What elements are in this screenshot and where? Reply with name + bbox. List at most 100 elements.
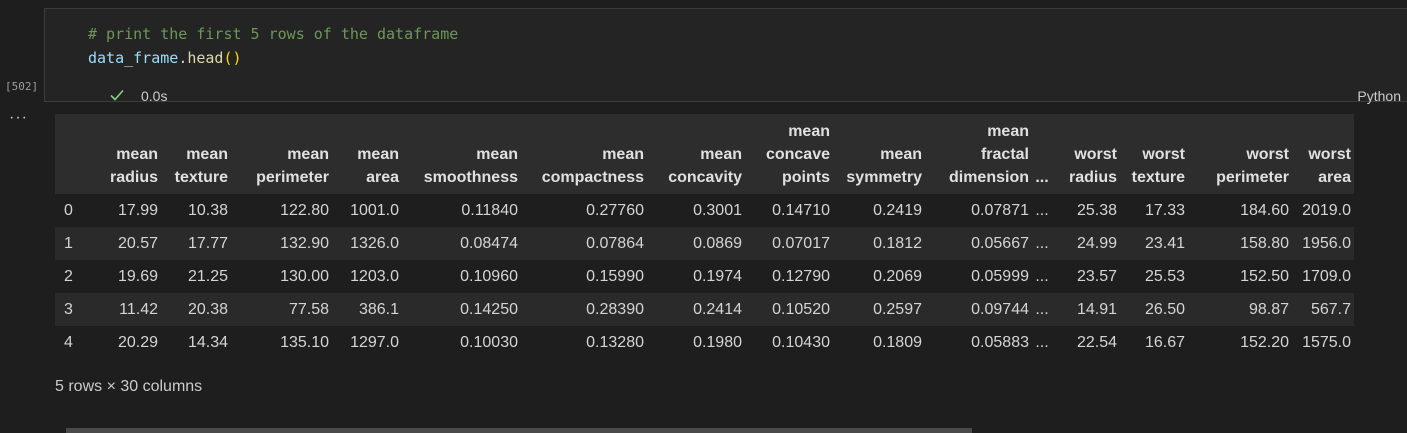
table-cell: 19.69 xyxy=(97,260,161,293)
table-header-row: mean radius mean texture mean perimeter mean ar… xyxy=(55,114,1354,194)
table-summary: 5 rows × 30 columns xyxy=(55,378,203,395)
row-index: 0 xyxy=(55,194,97,227)
table-cell: 0.2069 xyxy=(833,260,925,293)
column-header: mean compactness xyxy=(521,114,647,194)
table-row: 3 11.42 20.38 77.58 386.1 0.14250 0.28390 0.241… xyxy=(55,293,1354,326)
table-cell: 0.1809 xyxy=(833,326,925,359)
table-cell: 17.77 xyxy=(161,227,231,260)
table-cell: 77.58 xyxy=(231,293,332,326)
column-header-line: mean xyxy=(602,146,644,163)
column-header-line: concavity xyxy=(668,169,742,186)
code-editor[interactable]: # print the first 5 rows of the datafram… xyxy=(88,22,458,70)
code-cell[interactable]: # print the first 5 rows of the datafram… xyxy=(44,8,1407,104)
code-function: head xyxy=(187,49,224,67)
table-cell: 1001.0 xyxy=(332,194,402,227)
cell-language-button[interactable]: Python xyxy=(1357,88,1401,104)
table-cell: 0.13280 xyxy=(521,326,647,359)
column-header-line: area xyxy=(366,169,399,186)
table-cell: 1326.0 xyxy=(332,227,402,260)
code-variable: data_frame xyxy=(88,49,179,67)
table-cell: 0.07017 xyxy=(745,227,833,260)
table-cell: 10.38 xyxy=(161,194,231,227)
column-header-line: symmetry xyxy=(846,169,922,186)
column-header: mean smoothness xyxy=(402,114,521,194)
column-header-line: dimension xyxy=(948,169,1029,186)
column-header-line: worst xyxy=(1246,146,1289,163)
table-cell: 130.00 xyxy=(231,260,332,293)
table-cell: 0.05667 xyxy=(925,227,1032,260)
table-cell: 0.3001 xyxy=(647,194,745,227)
table-cell: 0.0869 xyxy=(647,227,745,260)
column-header-line: radius xyxy=(109,169,158,186)
column-header-line: mean xyxy=(700,146,742,163)
column-header-line: perimeter xyxy=(1216,169,1289,186)
table-cell: 135.10 xyxy=(231,326,332,359)
column-header: mean fractal dimension xyxy=(925,114,1032,194)
table-cell: 23.41 xyxy=(1120,227,1188,260)
column-header: worst radius xyxy=(1052,114,1120,194)
column-header-line: mean xyxy=(287,146,329,163)
horizontal-scrollbar[interactable] xyxy=(66,428,972,433)
table-cell: 1575.0 xyxy=(1292,326,1354,359)
code-comment: # print the first 5 rows of the datafram… xyxy=(88,25,459,43)
table-cell: ... xyxy=(1032,293,1052,326)
table-cell: ... xyxy=(1032,260,1052,293)
table-cell: 0.11840 xyxy=(402,194,521,227)
column-header-line: radius xyxy=(1068,169,1117,186)
table-cell: 0.2597 xyxy=(833,293,925,326)
dataframe-table: mean radius mean texture mean perimeter mean ar… xyxy=(55,114,1354,359)
column-header-line: worst xyxy=(1074,146,1117,163)
column-header-line: points xyxy=(782,169,830,186)
table-cell: 184.60 xyxy=(1188,194,1292,227)
table-cell: 0.2419 xyxy=(833,194,925,227)
column-header-line: texture xyxy=(1131,169,1185,186)
table-cell: 16.67 xyxy=(1120,326,1188,359)
table-cell: 1956.0 xyxy=(1292,227,1354,260)
table-cell: 98.87 xyxy=(1188,293,1292,326)
table-cell: 152.20 xyxy=(1188,326,1292,359)
column-header-line: worst xyxy=(1142,146,1185,163)
column-header: worst perimeter xyxy=(1188,114,1292,194)
table-cell: 1709.0 xyxy=(1292,260,1354,293)
table-cell: 0.27760 xyxy=(521,194,647,227)
more-icon[interactable]: ··· xyxy=(9,109,28,126)
table-cell: 0.1974 xyxy=(647,260,745,293)
column-header: mean perimeter xyxy=(231,114,332,194)
column-header: mean symmetry xyxy=(833,114,925,194)
table-cell: 25.53 xyxy=(1120,260,1188,293)
table-cell: 25.38 xyxy=(1052,194,1120,227)
table-cell: 0.1980 xyxy=(647,326,745,359)
table-cell: 17.99 xyxy=(97,194,161,227)
table-cell: 1297.0 xyxy=(332,326,402,359)
column-header-line: mean xyxy=(186,146,228,163)
table-cell: 20.38 xyxy=(161,293,231,326)
table-cell: 152.50 xyxy=(1188,260,1292,293)
column-header-line: compactness xyxy=(541,169,644,186)
table-cell: 386.1 xyxy=(332,293,402,326)
table-row: 4 20.29 14.34 135.10 1297.0 0.10030 0.13280 0.1… xyxy=(55,326,1354,359)
table-cell: 0.2414 xyxy=(647,293,745,326)
column-header-line: worst xyxy=(1308,146,1351,163)
column-header: mean concavity xyxy=(647,114,745,194)
row-index: 3 xyxy=(55,293,97,326)
column-header-line: mean xyxy=(880,146,922,163)
table-cell: 11.42 xyxy=(97,293,161,326)
column-header-line: concave xyxy=(765,146,830,163)
column-header-line: mean xyxy=(987,123,1029,140)
column-header: mean radius xyxy=(97,114,161,194)
table-cell: 0.12790 xyxy=(745,260,833,293)
table-cell: 132.90 xyxy=(231,227,332,260)
table-row: 1 20.57 17.77 132.90 1326.0 0.08474 0.07864 0.0… xyxy=(55,227,1354,260)
table-cell: 0.10960 xyxy=(402,260,521,293)
table-cell: 0.14250 xyxy=(402,293,521,326)
column-header-line: ... xyxy=(1035,169,1049,186)
column-header-line: mean xyxy=(357,146,399,163)
column-header-line: perimeter xyxy=(256,169,329,186)
row-index: 2 xyxy=(55,260,97,293)
table-cell: 0.28390 xyxy=(521,293,647,326)
table-cell: 20.57 xyxy=(97,227,161,260)
execution-duration: 0.0s xyxy=(141,88,168,104)
row-index: 4 xyxy=(55,326,97,359)
column-header: mean texture xyxy=(161,114,231,194)
table-row: 0 17.99 10.38 122.80 1001.0 0.11840 0.27760 0.3… xyxy=(55,194,1354,227)
